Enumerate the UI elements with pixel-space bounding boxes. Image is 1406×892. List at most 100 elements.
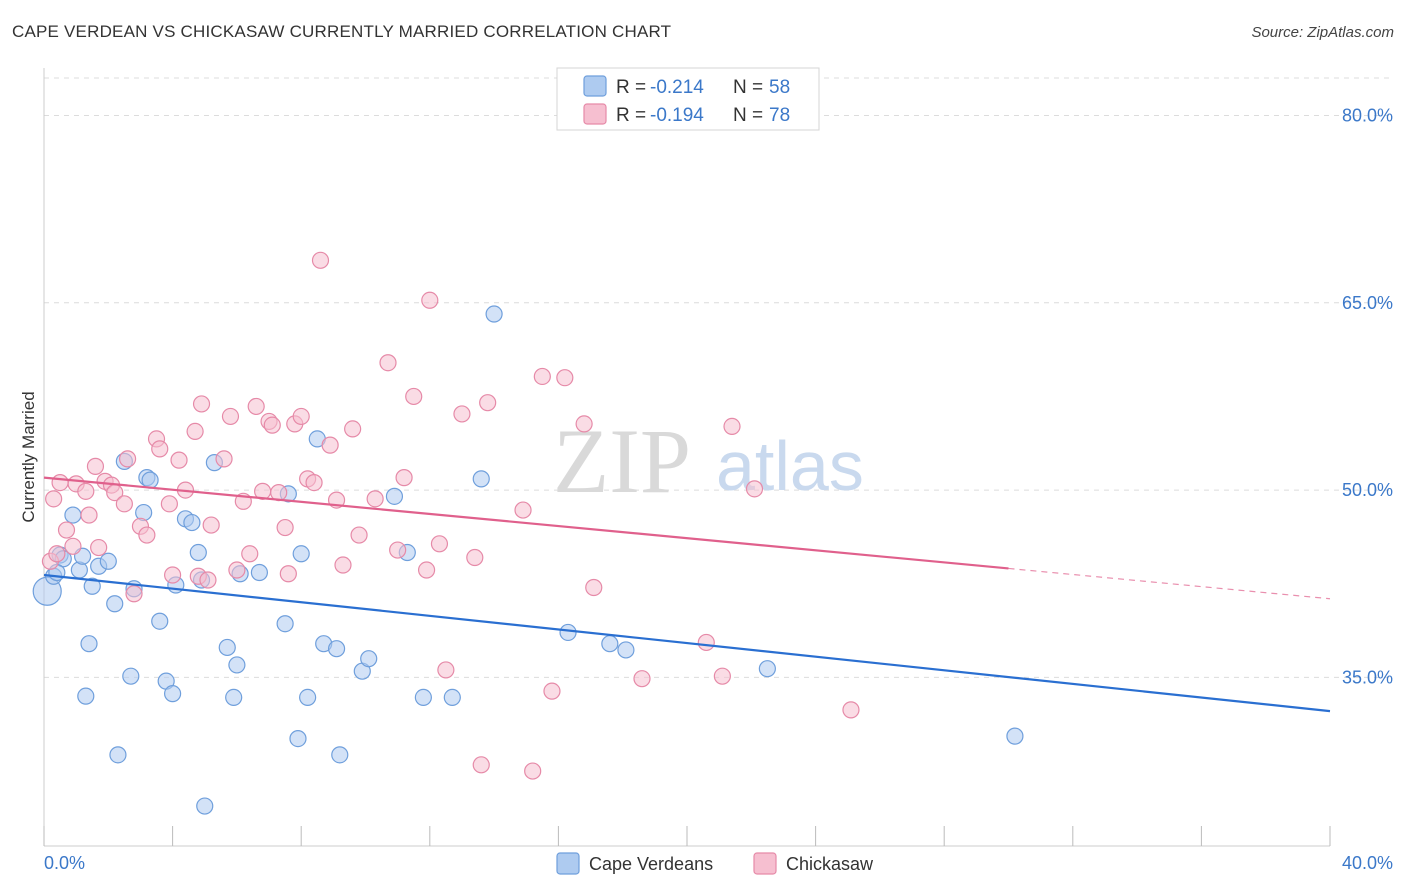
point-cape-verdeans	[360, 650, 378, 668]
point-cape-verdeans	[1006, 727, 1024, 745]
point-chickasaw	[713, 667, 731, 685]
chart-title: CAPE VERDEAN VS CHICKASAW CURRENTLY MARR…	[12, 22, 672, 41]
watermark: ZIP atlas	[553, 410, 864, 512]
point-cape-verdeans	[276, 615, 294, 633]
point-cape-verdeans	[151, 612, 169, 630]
point-cape-verdeans	[189, 543, 207, 562]
trend-line-chickasaw-extension	[1008, 567, 1331, 600]
legend-n-value-1: 78	[769, 105, 790, 126]
point-chickasaw	[164, 566, 182, 584]
point-cape-verdeans	[64, 506, 82, 524]
trend-line-cape-verdeans	[43, 573, 1331, 713]
point-chickasaw	[745, 480, 764, 498]
point-chickasaw	[533, 367, 551, 386]
point-chickasaw	[292, 407, 310, 426]
legend-n-label-1: N =	[733, 105, 763, 126]
point-chickasaw	[334, 556, 352, 574]
point-chickasaw	[697, 633, 715, 652]
x-tick-labels: 0.0% 40.0%	[44, 853, 1393, 873]
point-chickasaw	[417, 561, 436, 579]
point-cape-verdeans	[443, 688, 461, 706]
point-chickasaw	[221, 407, 240, 426]
point-cape-verdeans	[77, 687, 95, 705]
point-chickasaw	[311, 251, 330, 269]
bottom-legend-label-0: Cape Verdeans	[589, 854, 713, 874]
point-cape-verdeans	[164, 685, 182, 703]
point-chickasaw	[170, 451, 188, 469]
point-cape-verdeans	[758, 660, 776, 678]
point-cape-verdeans	[617, 641, 635, 659]
point-cape-verdeans	[414, 688, 432, 706]
point-chickasaw	[215, 450, 233, 468]
point-chickasaw	[575, 415, 593, 433]
data-points	[32, 251, 1024, 815]
point-chickasaw	[350, 526, 368, 544]
x-tick-label: 40.0%	[1342, 853, 1393, 873]
legend-swatch-pink	[583, 103, 607, 125]
point-cape-verdeans	[228, 656, 246, 674]
point-chickasaw	[395, 469, 413, 487]
point-chickasaw	[51, 474, 69, 492]
legend-swatch-blue	[583, 75, 607, 97]
bottom-legend-swatch-pink	[753, 852, 777, 875]
point-chickasaw	[151, 440, 169, 458]
point-chickasaw	[90, 538, 108, 557]
watermark-atlas: atlas	[716, 427, 864, 505]
point-chickasaw	[247, 397, 265, 416]
point-chickasaw	[115, 495, 133, 513]
point-chickasaw	[366, 490, 384, 508]
point-cape-verdeans	[327, 640, 346, 658]
point-chickasaw	[842, 701, 860, 719]
point-chickasaw	[344, 420, 362, 438]
legend-r-value-1: -0.194	[650, 105, 704, 126]
point-cape-verdeans	[122, 667, 140, 685]
trend-line-chickasaw	[43, 476, 1009, 570]
trend-lines	[43, 476, 1331, 713]
point-chickasaw	[45, 490, 63, 508]
point-cape-verdeans	[99, 552, 117, 570]
y-tick-label: 35.0%	[1342, 667, 1393, 687]
point-chickasaw	[160, 495, 178, 513]
point-cape-verdeans	[292, 545, 310, 563]
point-cape-verdeans	[250, 563, 269, 582]
point-chickasaw	[86, 457, 105, 475]
point-cape-verdeans	[472, 470, 490, 488]
point-chickasaw	[80, 506, 98, 524]
point-cape-verdeans	[225, 688, 243, 706]
point-chickasaw	[479, 394, 497, 412]
point-cape-verdeans	[218, 638, 236, 657]
point-chickasaw	[138, 526, 156, 544]
y-tick-labels: 35.0% 50.0% 65.0% 80.0%	[1342, 105, 1393, 687]
legend-r-label-0: R =	[616, 77, 646, 98]
legend-n-value-0: 58	[769, 77, 790, 98]
point-chickasaw	[556, 369, 574, 387]
point-chickasaw	[77, 482, 95, 500]
y-tick-label: 65.0%	[1342, 293, 1393, 313]
y-tick-label: 80.0%	[1342, 105, 1393, 125]
point-chickasaw	[466, 548, 484, 567]
source-label: Source: ZipAtlas.com	[1251, 24, 1394, 41]
point-chickasaw	[430, 535, 449, 553]
point-chickasaw	[276, 518, 294, 537]
watermark-zip: ZIP	[553, 410, 691, 512]
point-chickasaw	[202, 516, 220, 534]
point-cape-verdeans	[289, 730, 307, 748]
bottom-legend-swatch-blue	[556, 852, 580, 875]
grid-lines	[44, 77, 1394, 678]
point-cape-verdeans	[331, 746, 349, 764]
point-chickasaw	[585, 578, 603, 597]
point-cape-verdeans	[196, 797, 214, 815]
y-tick-label: 50.0%	[1342, 480, 1393, 500]
point-cape-verdeans	[485, 305, 503, 323]
point-chickasaw	[514, 501, 532, 519]
point-chickasaw	[64, 537, 82, 555]
x-tick-label: 0.0%	[44, 853, 85, 873]
point-chickasaw	[118, 450, 137, 468]
point-chickasaw	[199, 571, 217, 589]
point-chickasaw	[723, 417, 741, 436]
point-cape-verdeans	[601, 635, 619, 653]
point-chickasaw	[321, 436, 339, 454]
legend-r-label-1: R =	[616, 105, 646, 126]
point-chickasaw	[228, 561, 246, 579]
point-cape-verdeans	[109, 746, 127, 764]
